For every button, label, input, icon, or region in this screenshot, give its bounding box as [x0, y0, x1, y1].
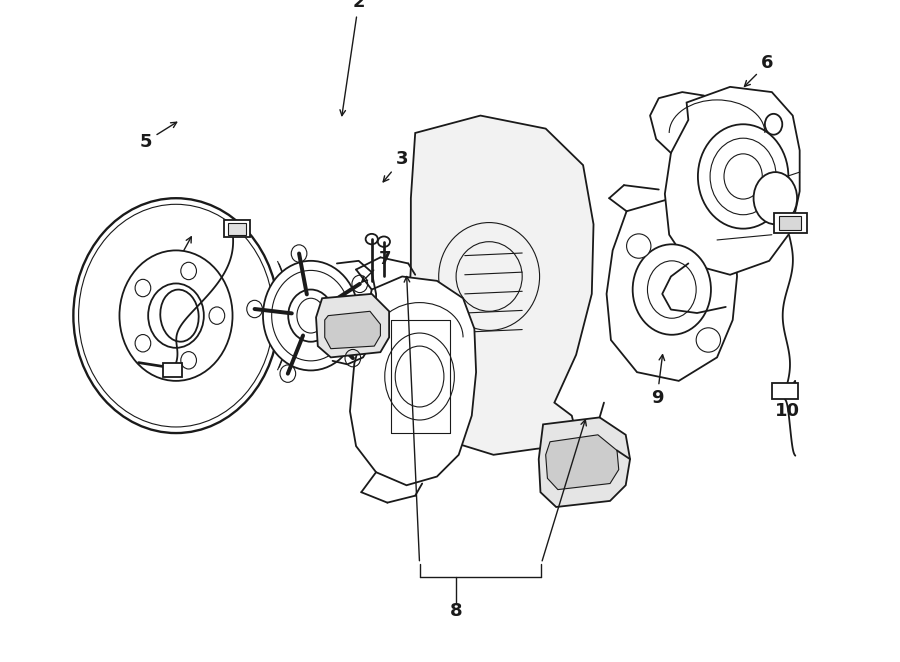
Circle shape [626, 234, 651, 258]
Polygon shape [224, 220, 250, 238]
Text: 1: 1 [140, 237, 192, 329]
Polygon shape [545, 435, 618, 490]
Ellipse shape [456, 242, 522, 311]
Ellipse shape [74, 198, 279, 433]
Text: 5: 5 [140, 122, 176, 151]
Ellipse shape [263, 261, 359, 371]
Text: 2: 2 [340, 0, 364, 116]
Polygon shape [607, 198, 737, 381]
Polygon shape [774, 213, 806, 233]
Polygon shape [229, 222, 246, 235]
Ellipse shape [765, 114, 782, 134]
Text: 9: 9 [651, 355, 664, 407]
Text: 8: 8 [450, 602, 463, 620]
Ellipse shape [633, 244, 711, 335]
Polygon shape [325, 311, 381, 349]
Polygon shape [778, 216, 801, 230]
Ellipse shape [753, 172, 797, 224]
Polygon shape [316, 294, 389, 357]
Polygon shape [350, 277, 476, 485]
Text: 3: 3 [383, 150, 409, 182]
Ellipse shape [120, 250, 232, 381]
Circle shape [697, 328, 721, 352]
Polygon shape [163, 363, 182, 377]
Polygon shape [407, 116, 593, 455]
Text: 10: 10 [775, 381, 800, 420]
Polygon shape [665, 87, 800, 275]
Text: 6: 6 [744, 54, 774, 87]
Ellipse shape [385, 333, 454, 420]
Ellipse shape [698, 124, 788, 228]
Text: 7: 7 [362, 250, 391, 282]
Polygon shape [539, 418, 630, 507]
Polygon shape [772, 383, 798, 399]
Ellipse shape [438, 222, 540, 330]
Text: 4: 4 [0, 661, 1, 662]
